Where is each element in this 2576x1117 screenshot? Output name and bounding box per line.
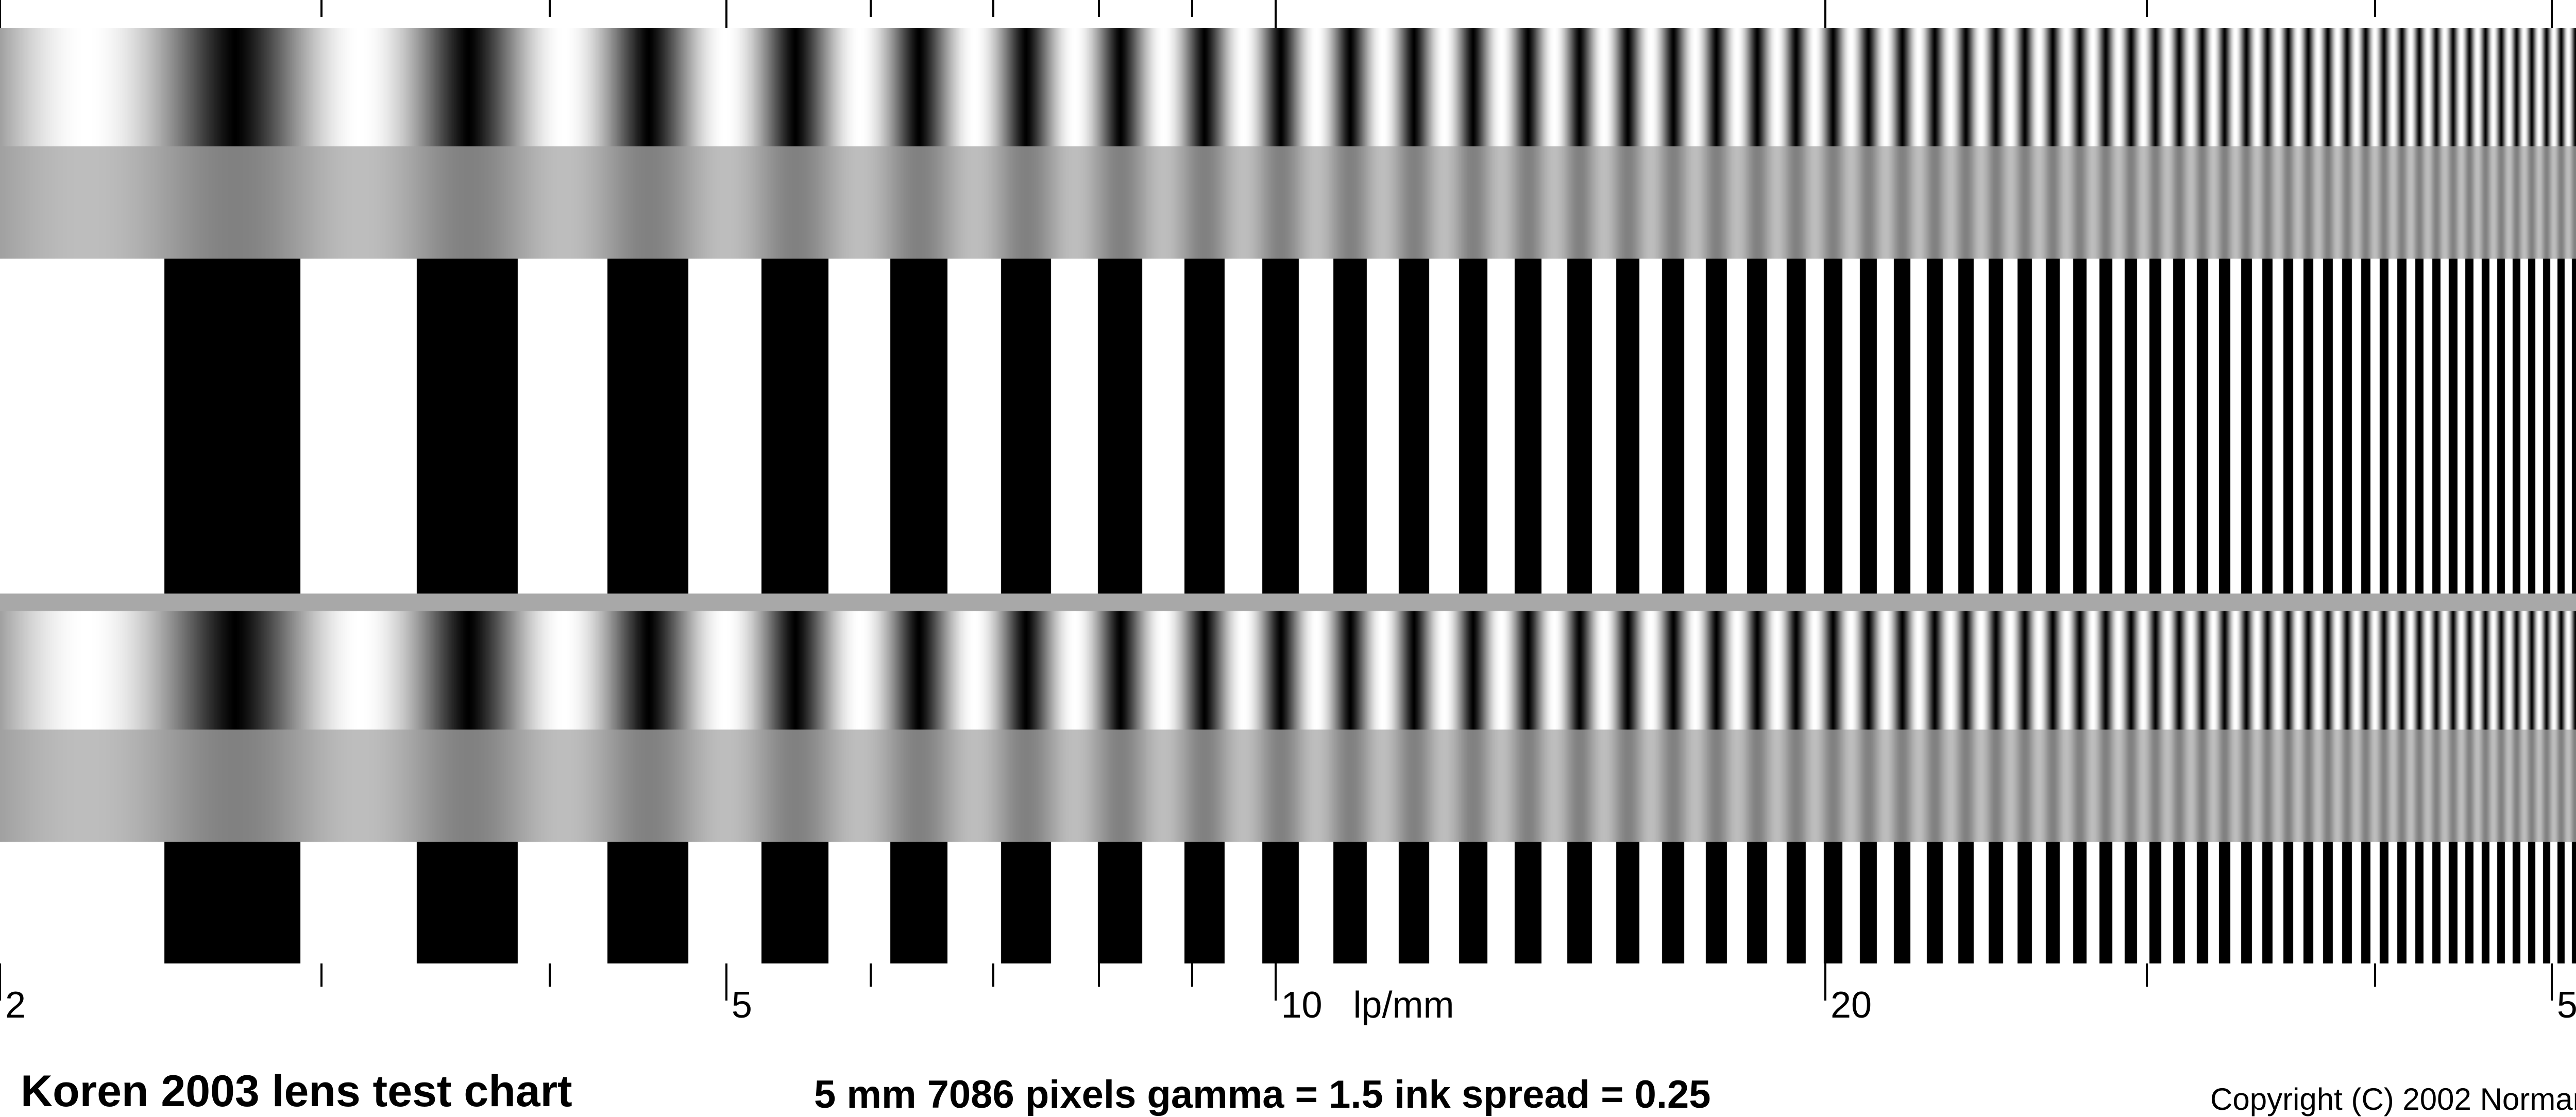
tick-major bbox=[1275, 963, 1277, 1001]
tick-minor bbox=[1191, 963, 1193, 987]
tick-major bbox=[1824, 963, 1826, 1001]
tick-major bbox=[725, 0, 727, 28]
tick-minor bbox=[2146, 963, 2148, 987]
tick-minor bbox=[992, 0, 994, 17]
frequency-sweep-canvas bbox=[0, 28, 2576, 963]
tick-minor bbox=[870, 963, 872, 987]
chart-params: 5 mm 7086 pixels gamma = 1.5 ink spread … bbox=[814, 1072, 1711, 1117]
tick-minor bbox=[1098, 0, 1100, 17]
tick-minor bbox=[320, 963, 323, 987]
chart-title: Koren 2003 lens test chart bbox=[21, 1066, 572, 1117]
tick-major bbox=[1275, 0, 1277, 28]
tick-minor bbox=[549, 0, 551, 17]
ruler-top bbox=[0, 0, 2576, 28]
footer-bar: Koren 2003 lens test chart 5 mm 7086 pix… bbox=[0, 1061, 2576, 1117]
tick-minor bbox=[2146, 0, 2148, 17]
tick-label: 50 bbox=[2557, 984, 2576, 1026]
tick-major bbox=[1824, 0, 1826, 28]
tick-minor bbox=[1191, 0, 1193, 17]
tick-major bbox=[0, 963, 1, 1001]
tick-label: 5 bbox=[732, 984, 752, 1026]
tick-major bbox=[0, 0, 1, 28]
tick-minor bbox=[2374, 0, 2376, 17]
tick-major bbox=[725, 963, 727, 1001]
tick-major bbox=[2551, 0, 2553, 28]
ruler-bottom: 25102050100200lp/mm bbox=[0, 963, 2576, 1029]
tick-label: 10 bbox=[1281, 984, 1322, 1026]
tick-minor bbox=[870, 0, 872, 17]
tick-minor bbox=[2374, 963, 2376, 987]
tick-major bbox=[2551, 963, 2553, 1001]
tick-label: 20 bbox=[1831, 984, 1872, 1026]
axis-unit-label: lp/mm bbox=[1353, 984, 1454, 1026]
tick-minor bbox=[549, 963, 551, 987]
tick-minor bbox=[992, 963, 994, 987]
lens-test-chart: 25102050100200lp/mm Koren 2003 lens test… bbox=[0, 0, 2576, 1117]
tick-minor bbox=[320, 0, 323, 17]
tick-minor bbox=[1098, 963, 1100, 987]
tick-label: 2 bbox=[5, 984, 26, 1026]
chart-copyright: Copyright (C) 2002 Norman Koren http://w… bbox=[2210, 1081, 2576, 1117]
